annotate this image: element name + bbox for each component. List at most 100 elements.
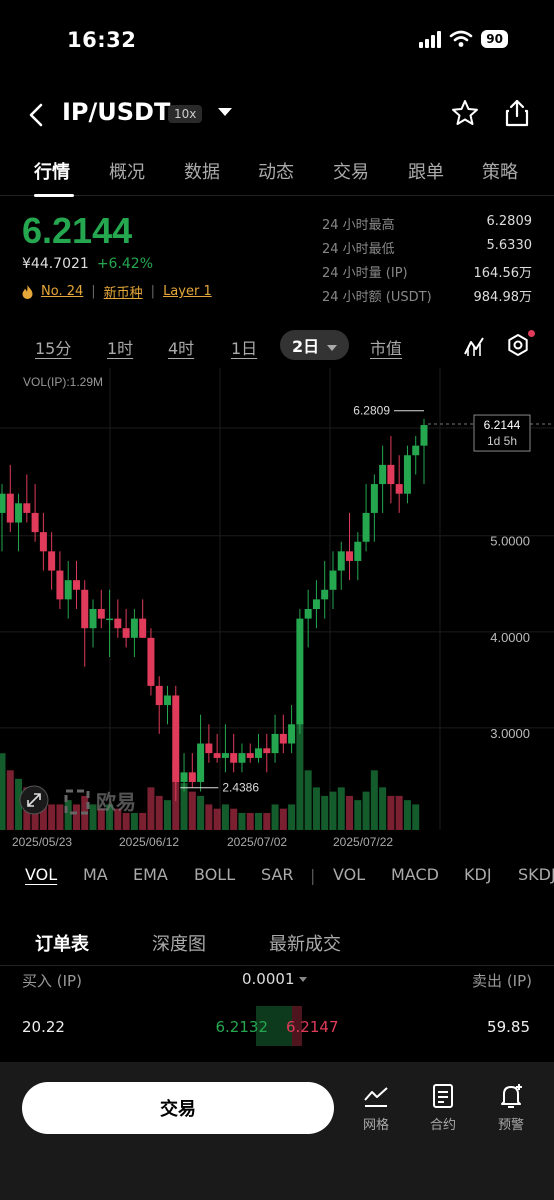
chart-svg[interactable]: 5.0000 4.0000 3.0000 VOL(IP):1.29M 6.2809 2.4…	[0, 368, 554, 854]
stat-row: 24 小时量 (IP) 164.56万	[322, 262, 532, 286]
share-icon[interactable]	[504, 98, 530, 128]
candle-body	[288, 724, 296, 744]
tab-orderbook[interactable]: 订单表	[35, 934, 89, 955]
indicator-macd[interactable]: MACD	[391, 865, 439, 884]
stat-label: 24 小时最低	[322, 242, 395, 257]
volume-bar	[238, 812, 246, 830]
stats-panel: 24 小时最高 6.2809 24 小时最低 5.6330 24 小时量 (IP…	[322, 214, 532, 310]
grid-button[interactable]: 网格	[351, 1082, 401, 1133]
volume-bar	[122, 812, 130, 830]
candle-body	[230, 753, 238, 763]
tab-trade[interactable]: 交易	[333, 162, 369, 183]
bid-price: 6.2132	[215, 1018, 269, 1036]
tab-depth[interactable]: 深度图	[152, 934, 206, 955]
cny-price: ¥44.7021	[22, 256, 89, 272]
candle-body	[15, 503, 23, 523]
current-price-box	[473, 414, 531, 452]
volume-bar	[0, 753, 6, 830]
tab-news[interactable]: 动态	[258, 162, 294, 183]
interval-1h[interactable]: 1时	[107, 339, 134, 358]
candle-body	[106, 618, 114, 621]
sell-depth-bar	[292, 1006, 302, 1046]
candle-body	[263, 748, 271, 754]
interval-2d[interactable]: 2日	[280, 330, 350, 360]
candle-body	[238, 753, 246, 763]
layer-link[interactable]: Layer 1	[163, 284, 212, 299]
candle-body	[296, 618, 304, 725]
price-block: 6.2144 ¥44.7021 +6.42% No. 24 | 新币种 | Lay…	[22, 210, 212, 301]
bell-icon	[501, 1084, 522, 1108]
bottom-bar: 交易 网格 合约 预警	[0, 1062, 554, 1200]
interval-4h[interactable]: 4时	[168, 339, 195, 358]
candle-body	[72, 580, 80, 590]
sell-qty: 59.85	[487, 1018, 530, 1036]
back-icon[interactable]	[24, 100, 48, 130]
contract-icon	[433, 1084, 453, 1108]
candle-body	[246, 753, 254, 758]
candle-body	[23, 503, 31, 513]
indicator-vol-sub[interactable]: VOL	[333, 865, 366, 884]
contract-button[interactable]: 合约	[418, 1082, 468, 1133]
indicator-boll[interactable]: BOLL	[194, 865, 236, 884]
price-sub: ¥44.7021 +6.42%	[22, 256, 212, 272]
alert-label: 预警	[497, 1118, 524, 1133]
tab-overview[interactable]: 概况	[109, 162, 145, 183]
orderbook-row[interactable]: 20.22 6.2132 6.2147 59.85	[0, 1006, 554, 1046]
indicator-icon[interactable]	[462, 334, 488, 358]
volume-bar	[403, 800, 411, 830]
volume-bar	[48, 804, 56, 830]
trade-button[interactable]: 交易	[22, 1082, 334, 1134]
tab-market[interactable]: 行情	[34, 162, 70, 183]
candle-body	[337, 551, 345, 571]
volume-bar	[296, 720, 304, 830]
volume-bar	[370, 770, 378, 830]
tab-strategy[interactable]: 策略	[482, 162, 518, 183]
candle-body	[279, 733, 287, 744]
indicator-kdj[interactable]: KDJ	[464, 865, 492, 884]
new-coin-link[interactable]: 新币种	[103, 286, 143, 301]
tab-latest-trades[interactable]: 最新成交	[269, 934, 341, 955]
candle-body	[395, 484, 403, 494]
indicator-ema[interactable]: EMA	[133, 865, 168, 884]
tab-data[interactable]: 数据	[184, 162, 220, 183]
tick-size-select[interactable]: 0.0001	[242, 970, 307, 988]
pair-title[interactable]: IP/USDT	[62, 98, 171, 126]
star-icon[interactable]	[450, 98, 480, 128]
wifi-icon	[449, 30, 473, 47]
interval-marketcap[interactable]: 市值	[370, 339, 403, 358]
volume-bar	[163, 800, 171, 830]
price-axis-label: 3.0000	[490, 726, 530, 741]
volume-bar	[15, 778, 23, 830]
indicator-skdj[interactable]: SKDJ	[518, 865, 554, 884]
interval-15m[interactable]: 15分	[35, 339, 72, 358]
candle-body	[97, 609, 105, 619]
volume-bar	[387, 795, 395, 830]
volume-bar	[155, 795, 163, 830]
candle-body	[346, 551, 354, 561]
interval-1d[interactable]: 1日	[231, 339, 258, 358]
indicator-vol-main[interactable]: VOL	[25, 865, 58, 884]
rank-link[interactable]: No. 24	[41, 284, 84, 299]
vol-label: VOL(IP):1.29M	[23, 375, 103, 389]
indicator-sar[interactable]: SAR	[261, 865, 294, 884]
volume-bar	[288, 804, 296, 830]
candle-body	[114, 618, 122, 629]
expand-icon-glyph	[27, 793, 41, 807]
price-axis-label: 5.0000	[490, 534, 530, 549]
candle-body	[0, 493, 6, 513]
volume-bar	[139, 812, 147, 830]
volume-bar	[246, 812, 254, 830]
volume-bar	[213, 808, 221, 830]
candle-body	[412, 445, 420, 456]
chevron-down-icon[interactable]	[218, 108, 232, 116]
volume-bar	[130, 812, 138, 830]
candle-body	[139, 618, 147, 638]
candlestick-chart[interactable]: 5.0000 4.0000 3.0000 VOL(IP):1.29M 6.2809 2.4…	[0, 368, 554, 854]
tab-copy[interactable]: 跟单	[408, 162, 444, 183]
settings-icon[interactable]	[506, 333, 530, 357]
alert-button[interactable]: 预警	[486, 1082, 536, 1133]
stat-value: 6.2809	[486, 214, 533, 229]
indicator-ma[interactable]: MA	[83, 865, 108, 884]
candle-body	[81, 589, 89, 629]
signal-icon	[419, 30, 442, 48]
